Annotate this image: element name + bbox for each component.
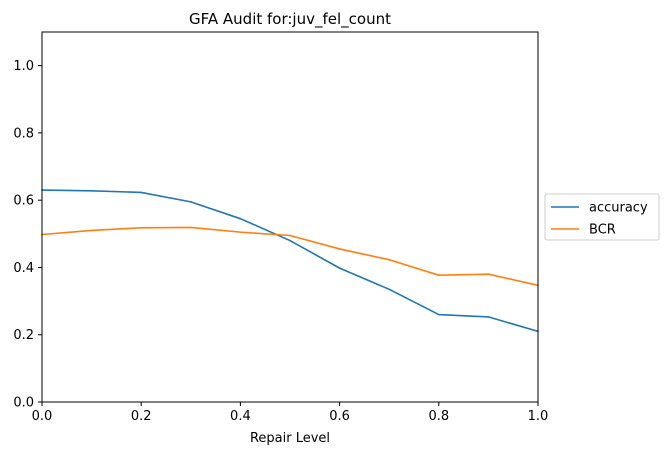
legend-label: BCR bbox=[589, 223, 616, 238]
x-tick-label: 0.0 bbox=[32, 409, 53, 424]
chart-title: GFA Audit for:juv_fel_count bbox=[189, 10, 391, 29]
data-point-accuracy bbox=[239, 217, 242, 220]
x-tick-label: 0.6 bbox=[329, 409, 350, 424]
data-point-bcr bbox=[438, 274, 440, 276]
x-tick-label: 0.8 bbox=[428, 409, 449, 424]
y-axis: 0.0 0.2 0.4 0.6 0.8 1.0 bbox=[13, 59, 42, 411]
data-point-accuracy bbox=[338, 267, 341, 269]
data-point-bcr bbox=[338, 248, 341, 250]
x-axis: 0.0 0.2 0.4 0.6 0.8 1.0 bbox=[32, 402, 549, 424]
y-tick-label: 0.6 bbox=[13, 194, 34, 209]
data-point-bcr bbox=[388, 258, 391, 261]
data-point-bcr bbox=[239, 231, 242, 233]
plot-area bbox=[41, 31, 539, 403]
data-point-accuracy bbox=[140, 191, 142, 194]
y-tick-label: 0.4 bbox=[13, 261, 34, 276]
data-point-bcr bbox=[190, 226, 192, 229]
data-point-bcr bbox=[90, 229, 93, 232]
data-point-accuracy bbox=[190, 201, 192, 203]
x-tick-label: 0.4 bbox=[230, 409, 251, 424]
series-layer bbox=[41, 189, 539, 333]
x-tick-label: 0.2 bbox=[131, 409, 152, 424]
plot-frame bbox=[41, 31, 539, 403]
x-tick-label: 1.0 bbox=[528, 409, 549, 424]
legend-label: accuracy bbox=[589, 201, 648, 216]
data-point-accuracy bbox=[388, 288, 391, 291]
series-line-accuracy bbox=[41, 189, 539, 333]
data-point-accuracy bbox=[90, 189, 93, 192]
y-tick-label: 0.8 bbox=[13, 126, 34, 141]
data-point-bcr bbox=[289, 234, 291, 237]
data-point-bcr bbox=[487, 273, 490, 275]
data-point-bcr bbox=[140, 226, 142, 229]
y-tick-label: 0.0 bbox=[13, 396, 34, 411]
data-point-accuracy bbox=[487, 316, 490, 318]
data-point-accuracy bbox=[438, 313, 440, 316]
y-tick-label: 1.0 bbox=[13, 59, 34, 74]
x-axis-label: Repair Level bbox=[250, 431, 330, 446]
y-tick-label: 0.2 bbox=[13, 328, 34, 343]
legend-items: accuracy BCR bbox=[551, 201, 648, 238]
legend: accuracy BCR bbox=[544, 193, 660, 241]
data-point-accuracy bbox=[289, 239, 291, 242]
